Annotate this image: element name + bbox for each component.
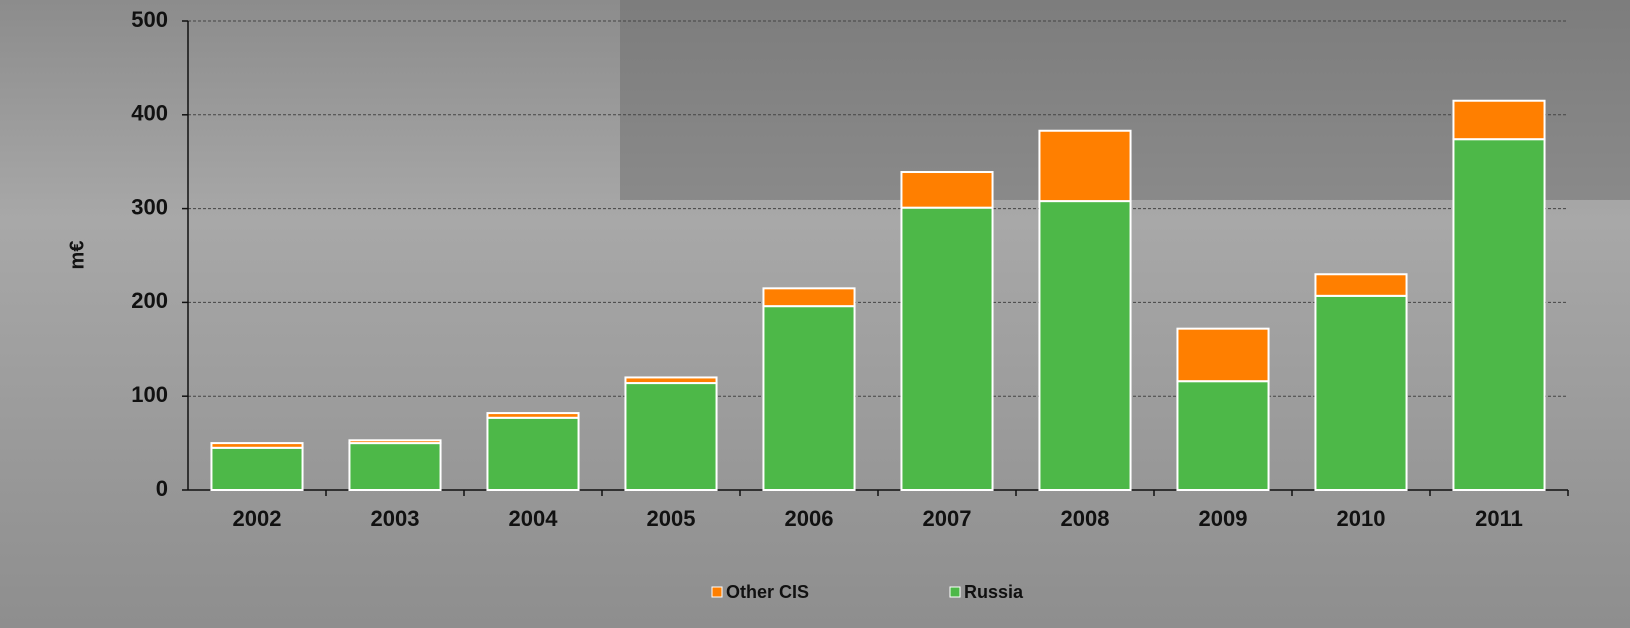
y-tick-label: 0 — [156, 476, 168, 501]
bar-segment — [210, 446, 304, 492]
bar-segment — [1452, 138, 1546, 492]
y-tick-label: 100 — [131, 382, 168, 407]
legend-label: Russia — [964, 582, 1024, 602]
x-tick-label: 2008 — [1061, 506, 1110, 531]
bar-segment — [486, 412, 580, 419]
x-tick-label: 2006 — [785, 506, 834, 531]
y-axis-label: m€ — [66, 241, 88, 270]
legend-swatch — [711, 586, 723, 598]
bar-segment — [1176, 327, 1270, 383]
x-tick-label: 2007 — [923, 506, 972, 531]
bar-segment — [900, 206, 994, 492]
bar-segment — [1038, 200, 1132, 491]
bar-segment — [624, 376, 718, 385]
x-tick-label: 2005 — [647, 506, 696, 531]
legend-swatch — [949, 586, 961, 598]
bar-segment — [900, 171, 994, 209]
bar-segment — [1314, 273, 1408, 297]
bar-segment — [762, 287, 856, 308]
bar-segment — [1452, 99, 1546, 141]
x-tick-label: 2004 — [509, 506, 559, 531]
bar-segment — [210, 442, 304, 449]
bar-segment — [1314, 294, 1408, 492]
bar-segment — [348, 442, 442, 492]
bar-segment — [1176, 380, 1270, 491]
y-tick-label: 300 — [131, 194, 168, 219]
bar-segment — [624, 382, 718, 491]
bar-segment — [1038, 129, 1132, 203]
bar-segment — [348, 439, 442, 445]
y-tick-label: 400 — [131, 101, 168, 126]
bar-segment — [762, 305, 856, 492]
x-tick-label: 2010 — [1337, 506, 1386, 531]
x-tick-label: 2002 — [233, 506, 282, 531]
y-tick-label: 500 — [131, 7, 168, 32]
bar-segment — [486, 416, 580, 491]
legend-label: Other CIS — [726, 582, 809, 602]
x-tick-label: 2003 — [371, 506, 420, 531]
x-tick-label: 2011 — [1475, 506, 1523, 531]
y-tick-label: 200 — [131, 288, 168, 313]
x-tick-label: 2009 — [1199, 506, 1248, 531]
